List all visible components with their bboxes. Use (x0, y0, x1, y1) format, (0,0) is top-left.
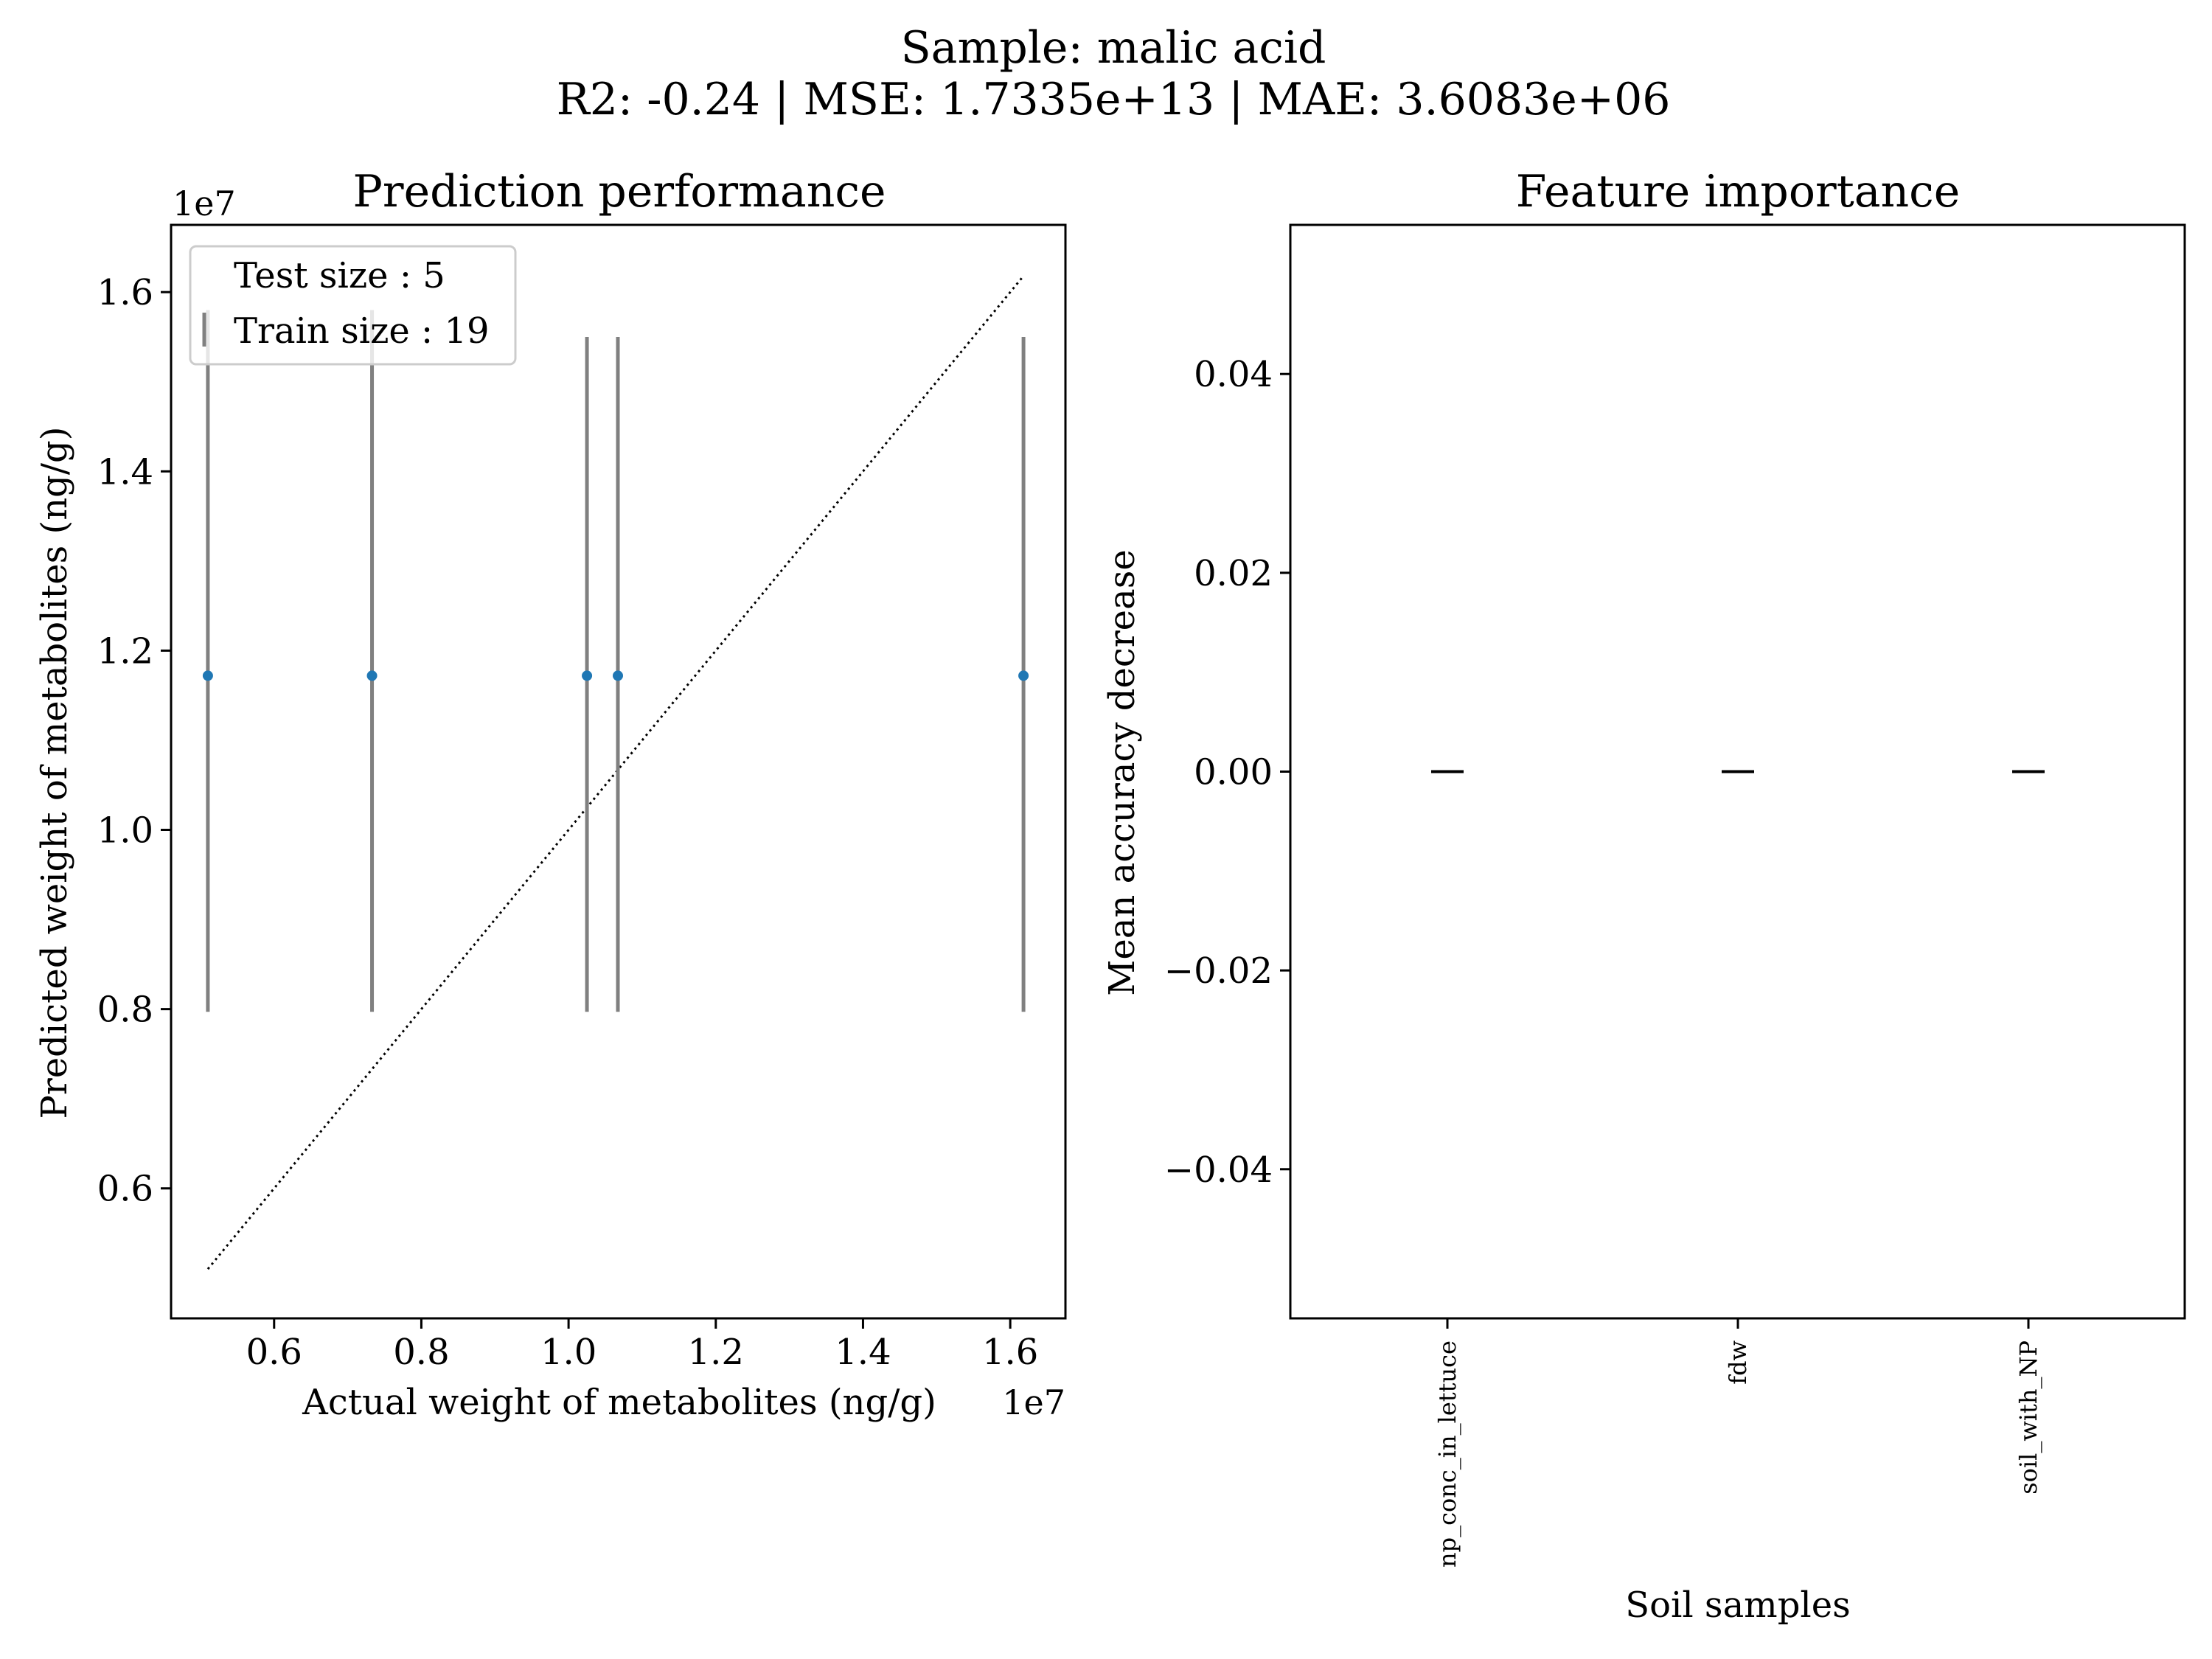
reference-line (206, 275, 1025, 1270)
right-y-tick-label-4: −0.04 (1164, 1150, 1273, 1191)
left-y-tick-label-3: 1.2 (97, 630, 153, 672)
left-x-tick-label-4: 1.4 (835, 1332, 891, 1373)
right-y-tick-label-1: 0.02 (1194, 553, 1273, 594)
right-y-axis-label: Mean accuracy decrease (1102, 549, 1143, 995)
legend-entry-test-size: Test size : 5 (234, 255, 445, 296)
right-y-tick-label-0: 0.04 (1194, 354, 1273, 395)
left-y-tick-label-0: 0.6 (97, 1169, 153, 1210)
right-plot-area: 0.04 0.02 0.00 −0.02 −0.04 np_conc_in_lettuce… (1164, 223, 2186, 1568)
data-point-1 (366, 670, 378, 681)
left-x-axis-label: Actual weight of metabolites (ng/g) (302, 1382, 936, 1423)
data-point-3 (613, 670, 624, 681)
figure-title-line1: Sample: malic acid (901, 22, 1326, 74)
left-y-offset-label: 1e7 (173, 184, 236, 223)
legend-box (189, 245, 517, 366)
left-x-tick-label-5: 1.6 (982, 1332, 1038, 1373)
right-x-axis-label: Soil samples (1625, 1585, 1851, 1626)
data-point-2 (582, 670, 593, 681)
right-y-tick-label-3: −0.02 (1164, 950, 1273, 992)
left-y-tick-label-1: 0.8 (97, 990, 153, 1031)
left-axes-frame (170, 223, 1067, 1320)
left-y-axis-label: Predicted weight of metabolites (ng/g) (34, 427, 75, 1119)
data-point-0 (202, 670, 213, 681)
right-panel-title: Feature importance (1516, 166, 1961, 218)
left-y-tick-label-4: 1.4 (97, 451, 153, 493)
category-label-2: soil_with_NP (2014, 1340, 2042, 1495)
feature-importance-panel: Feature importance 0.04 0.02 0.00 −0.02 −0.0… (1102, 166, 2186, 1626)
legend-entry-train-size: Train size : 19 (234, 310, 490, 352)
left-x-tick-label-1: 0.8 (393, 1332, 449, 1373)
left-y-tick-label-2: 1.0 (97, 810, 153, 852)
right-y-tick-label-2: 0.00 (1194, 752, 1273, 793)
left-y-tick-label-5: 1.6 (97, 272, 153, 313)
left-x-tick-label-2: 1.0 (540, 1332, 597, 1373)
figure-title-line2: R2: -0.24 | MSE: 1.7335e+13 | MAE: 3.608… (557, 74, 1671, 125)
category-label-0: np_conc_in_lettuce (1433, 1340, 1461, 1568)
left-x-tick-label-0: 0.6 (246, 1332, 302, 1373)
left-x-offset-label: 1e7 (1002, 1382, 1065, 1422)
left-panel-title: Prediction performance (353, 166, 886, 218)
data-point-4 (1018, 670, 1029, 681)
legend: Test size : 5 Train size : 19 (189, 245, 517, 366)
left-plot-area: 0.6 0.8 1.0 1.2 1.4 1.6 0.6 0.8 1.0 1.2 1.4 1.6 (97, 223, 1067, 1373)
prediction-performance-panel: Prediction performance 0.6 0.8 1.0 1.2 1.4 1.… (34, 166, 1067, 1423)
left-x-tick-label-3: 1.2 (688, 1332, 744, 1373)
category-label-1: fdw (1724, 1340, 1752, 1385)
